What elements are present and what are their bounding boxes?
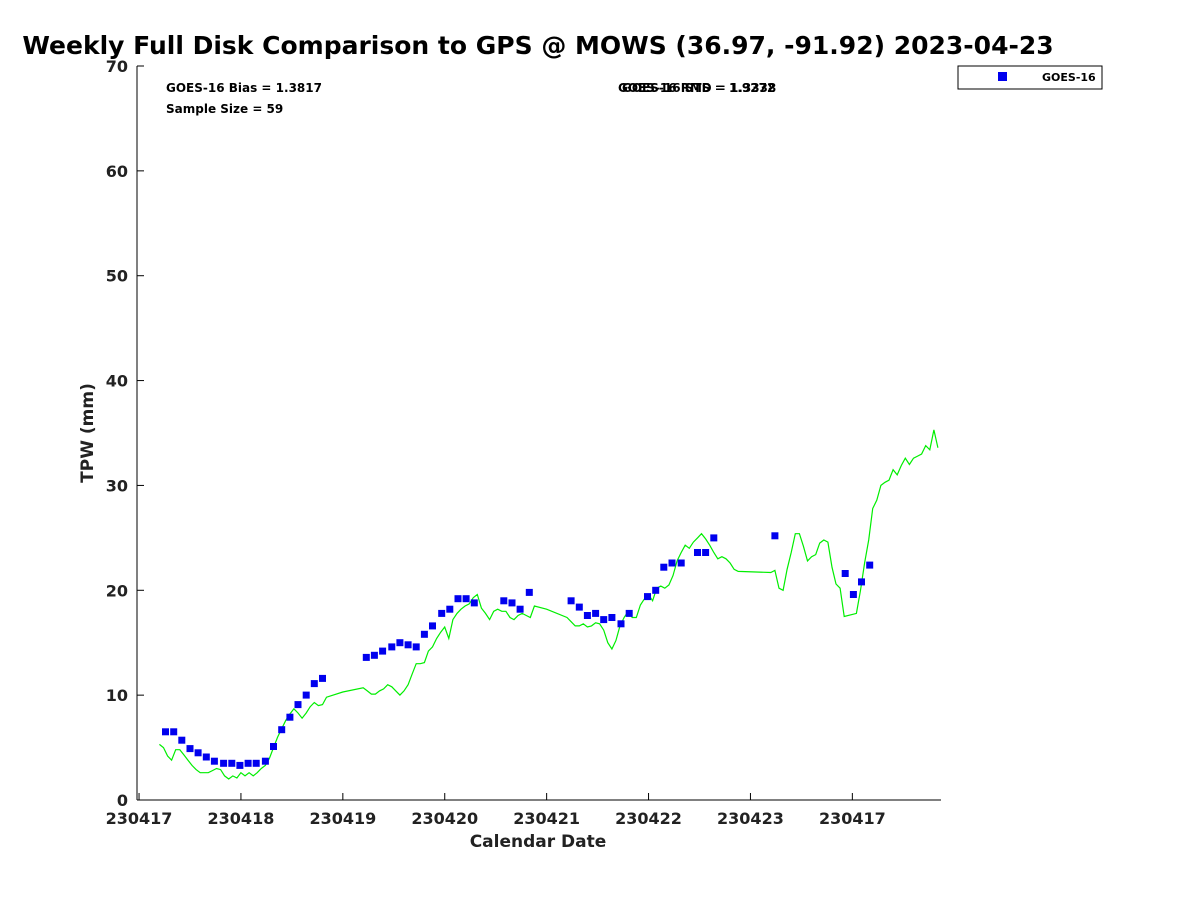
goes16-point xyxy=(525,588,533,596)
goes16-point xyxy=(849,591,857,598)
goes16-point xyxy=(771,532,779,540)
goes16-point xyxy=(162,728,169,736)
legend-marker-goes16 xyxy=(998,72,1007,81)
x-tick-label: 230422 xyxy=(615,809,682,828)
goes16-point xyxy=(583,612,591,619)
y-tick-label: 0 xyxy=(117,791,128,810)
goes16-point xyxy=(379,647,387,655)
goes16-point xyxy=(592,609,600,617)
goes16-point xyxy=(194,749,202,757)
x-tick-label: 230417 xyxy=(819,809,886,828)
goes16-point xyxy=(660,563,668,571)
goes16-point xyxy=(420,630,428,638)
goes16-point xyxy=(508,599,516,607)
goes16-point xyxy=(617,620,625,628)
goes16-point xyxy=(278,726,286,734)
sample-size-annotation: Sample Size = 59 xyxy=(166,102,283,116)
goes16-point xyxy=(438,609,446,617)
goes16-point xyxy=(236,761,244,769)
goes16-point xyxy=(454,595,462,603)
goes16-point xyxy=(220,759,228,767)
goes16-point xyxy=(186,745,194,753)
bias-annotation: GOES-16 Bias = 1.3817 xyxy=(166,81,322,95)
goes16-point xyxy=(575,603,583,611)
y-tick-label: 10 xyxy=(106,686,128,705)
axes: 0 10 20 30 40 50 60 70 230417 230418 230419 230420… xyxy=(106,57,941,828)
y-tick-label: 30 xyxy=(106,476,128,495)
goes16-point xyxy=(677,559,685,567)
y-tick-label: 20 xyxy=(106,581,128,600)
goes16-point xyxy=(702,549,710,556)
goes16-point xyxy=(252,759,260,767)
y-ticks: 0 10 20 30 40 50 60 70 xyxy=(106,57,144,810)
goes16-point xyxy=(694,549,701,556)
goes16-point xyxy=(608,614,616,621)
goes16-point xyxy=(310,680,318,688)
goes16-point xyxy=(362,653,370,661)
y-tick-label: 40 xyxy=(106,372,128,391)
goes16-point xyxy=(500,597,508,605)
goes16-point xyxy=(244,759,252,767)
goes16-point xyxy=(652,586,660,594)
legend-label-goes16: GOES-16 xyxy=(1042,71,1096,84)
goes16-point xyxy=(668,559,676,567)
goes16-point xyxy=(841,570,849,577)
y-tick-label: 70 xyxy=(106,57,128,76)
goes16-point xyxy=(302,691,310,699)
goes16-point xyxy=(228,759,236,767)
chart-title: Weekly Full Disk Comparison to GPS @ MOW… xyxy=(22,31,1053,60)
plot-area xyxy=(159,429,939,780)
goes16-point xyxy=(446,605,454,613)
goes16-point xyxy=(858,578,865,586)
rms-annotation: GOES-16 RMS = 1.9272 xyxy=(618,81,775,95)
goes16-point xyxy=(412,643,420,651)
goes16-point xyxy=(470,599,478,607)
legend-box xyxy=(957,65,1103,90)
y-axis-label: TPW (mm) xyxy=(78,383,98,483)
goes16-point xyxy=(462,595,470,603)
x-axis-label: Calendar Date xyxy=(470,832,607,852)
goes16-point xyxy=(210,757,218,765)
goes16-point xyxy=(178,736,186,744)
goes16-point xyxy=(710,534,718,542)
goes16-point xyxy=(600,616,608,624)
goes16-point xyxy=(170,728,178,736)
x-tick-label: 230420 xyxy=(411,809,478,828)
x-tick-label: 230419 xyxy=(309,809,376,828)
goes16-point xyxy=(396,639,404,647)
goes16-point xyxy=(202,753,210,761)
goes-points-layer xyxy=(162,532,874,769)
x-ticks: 230417 230418 230419 230420 230421 230422 2304… xyxy=(106,793,886,828)
goes16-point xyxy=(644,593,651,601)
x-tick-label: 230423 xyxy=(717,809,784,828)
goes16-point xyxy=(261,757,269,765)
goes16-point xyxy=(567,597,575,605)
x-tick-label: 230418 xyxy=(208,809,275,828)
goes16-point xyxy=(404,641,412,649)
goes16-point xyxy=(286,713,294,721)
goes16-point xyxy=(516,605,524,613)
x-tick-label: 230421 xyxy=(513,809,580,828)
goes16-point xyxy=(625,609,633,617)
goes16-point xyxy=(429,622,436,630)
goes16-point xyxy=(370,651,378,659)
y-tick-label: 60 xyxy=(106,162,128,181)
x-tick-label: 230417 xyxy=(106,809,173,828)
goes16-point xyxy=(270,743,277,750)
legend: GOES-16 xyxy=(957,65,1103,90)
std-annotation: GOES-16 STD = 1.3338 xyxy=(622,81,776,95)
y-tick-label: 50 xyxy=(106,267,128,286)
goes16-point xyxy=(388,643,396,651)
goes16-point xyxy=(294,701,302,709)
goes16-point xyxy=(319,674,326,682)
goes16-point xyxy=(866,561,874,569)
